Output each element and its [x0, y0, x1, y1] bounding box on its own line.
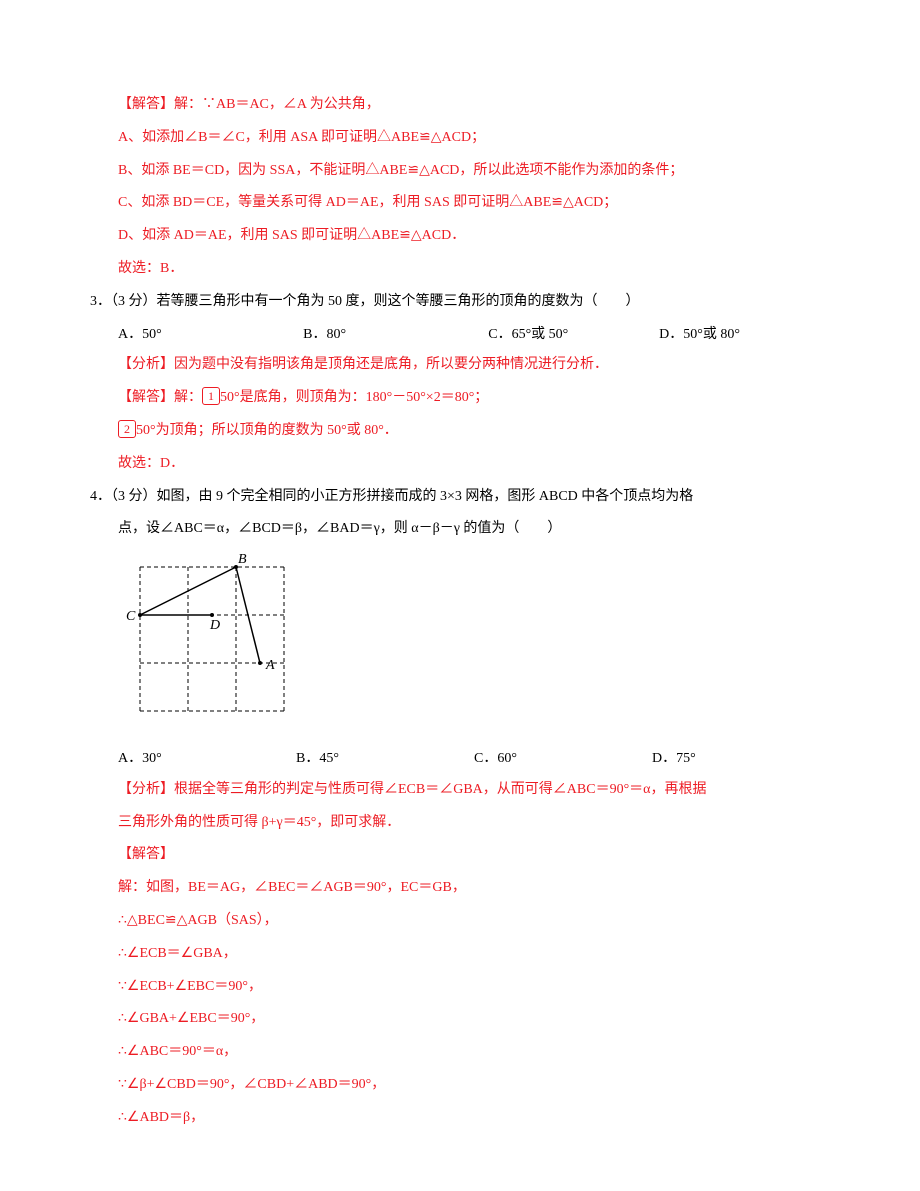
q3-option-d: D．50°或 80° [659, 320, 830, 351]
q4-option-d: D．75° [652, 744, 830, 775]
q2-solution-line5: D、如添 AD＝AE，利用 SAS 即可证明△ABE≌△ACD． [90, 221, 830, 252]
svg-text:B: B [238, 553, 247, 567]
q4-solution-line5: ∴∠GBA+∠EBC＝90°， [90, 1004, 830, 1035]
q4-figure: B C D A [118, 553, 830, 736]
q2-solution-line1: 【解答】解：∵AB＝AC，∠A 为公共角， [90, 90, 830, 121]
q3-solution-line1: 【解答】解：150°是底角，则顶角为：180°－50°×2＝80°； [90, 383, 830, 414]
q2-solution-line2: A、如添加∠B＝∠C，利用 ASA 即可证明△ABE≌△ACD； [90, 123, 830, 154]
q3-solution-line3: 故选：D． [90, 449, 830, 480]
q2-solution-line4: C、如添 BD＝CE，等量关系可得 AD＝AE，利用 SAS 即可证明△ABE≌… [90, 188, 830, 219]
q4-analysis-line1: 【分析】根据全等三角形的判定与性质可得∠ECB＝∠GBA，从而可得∠ABC＝90… [90, 775, 830, 806]
q3-option-a: A．50° [118, 320, 303, 351]
q4-solution-line1: 解：如图，BE＝AG，∠BEC＝∠AGB＝90°，EC＝GB， [90, 873, 830, 904]
q3-sol1-prefix: 【解答】解： [118, 390, 202, 405]
q4-option-c: C．60° [474, 744, 652, 775]
q4-option-a: A．30° [118, 744, 296, 775]
q3-option-c: C．65°或 50° [488, 320, 659, 351]
q4-solution-line8: ∴∠ABD＝β， [90, 1103, 830, 1134]
q3-solution-line2: 250°为顶角；所以顶角的度数为 50°或 80°． [90, 416, 830, 447]
svg-text:C: C [126, 609, 136, 624]
q3-analysis: 【分析】因为题中没有指明该角是顶角还是底角，所以要分两种情况进行分析． [90, 350, 830, 381]
q4-stem-line2: 点，设∠ABC＝α，∠BCD＝β，∠BAD＝γ，则 α－β－γ 的值为（ ） [90, 514, 830, 545]
svg-text:A: A [265, 658, 275, 673]
q2-solution-line3: B、如添 BE＝CD，因为 SSA，不能证明△ABE≌△ACD，所以此选项不能作… [90, 156, 830, 187]
q3-option-b: B．80° [303, 320, 488, 351]
circled-2-icon: 2 [118, 420, 136, 438]
q4-solution-line7: ∵∠β+∠CBD＝90°，∠CBD+∠ABD＝90°， [90, 1070, 830, 1101]
q4-solution-line6: ∴∠ABC＝90°＝α， [90, 1037, 830, 1068]
q4-option-b: B．45° [296, 744, 474, 775]
q4-solution-line3: ∴∠ECB＝∠GBA， [90, 939, 830, 970]
q4-stem-line1: 4．（3 分）如图，由 9 个完全相同的小正方形拼接而成的 3×3 网格，图形 … [90, 482, 830, 513]
q3-stem: 3．（3 分）若等腰三角形中有一个角为 50 度，则这个等腰三角形的顶角的度数为… [90, 287, 830, 318]
q2-solution-line6: 故选：B． [90, 254, 830, 285]
q4-solution-line4: ∵∠ECB+∠EBC＝90°， [90, 972, 830, 1003]
grid-diagram: B C D A [118, 553, 318, 723]
circled-1-icon: 1 [202, 387, 220, 405]
q4-solution-header: 【解答】 [90, 840, 830, 871]
q4-analysis-line2: 三角形外角的性质可得 β+γ＝45°，即可求解． [90, 808, 830, 839]
q4-options: A．30° B．45° C．60° D．75° [90, 744, 830, 775]
svg-text:D: D [209, 618, 220, 633]
q4-solution-line2: ∴△BEC≌△AGB（SAS）， [90, 906, 830, 937]
q3-sol1-text: 50°是底角，则顶角为：180°－50°×2＝80°； [220, 390, 488, 405]
q3-sol2-text: 50°为顶角；所以顶角的度数为 50°或 80°． [136, 423, 398, 438]
q3-options: A．50° B．80° C．65°或 50° D．50°或 80° [90, 320, 830, 351]
